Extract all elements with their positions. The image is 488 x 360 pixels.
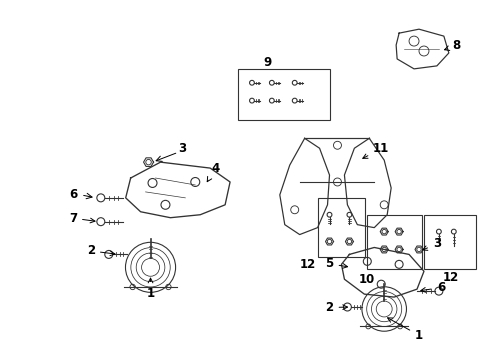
Text: 8: 8: [444, 39, 460, 52]
Text: 3: 3: [178, 142, 186, 155]
Text: 11: 11: [362, 142, 388, 158]
Bar: [238, 69, 329, 121]
Bar: [366, 215, 421, 269]
Text: 1: 1: [146, 278, 154, 300]
Text: 3: 3: [422, 238, 440, 251]
Text: 10: 10: [359, 273, 375, 286]
Text: 12: 12: [442, 271, 458, 284]
Text: 2: 2: [87, 244, 115, 257]
Text: 6: 6: [420, 281, 444, 294]
Text: 5: 5: [325, 257, 347, 270]
Text: 6: 6: [69, 188, 77, 201]
Text: 1: 1: [387, 318, 422, 342]
Bar: [317, 198, 365, 257]
Text: 12: 12: [299, 258, 315, 271]
Text: 9: 9: [263, 57, 271, 69]
Text: 4: 4: [207, 162, 219, 182]
Bar: [423, 215, 475, 269]
Text: 2: 2: [325, 301, 347, 314]
Text: 7: 7: [69, 212, 95, 225]
